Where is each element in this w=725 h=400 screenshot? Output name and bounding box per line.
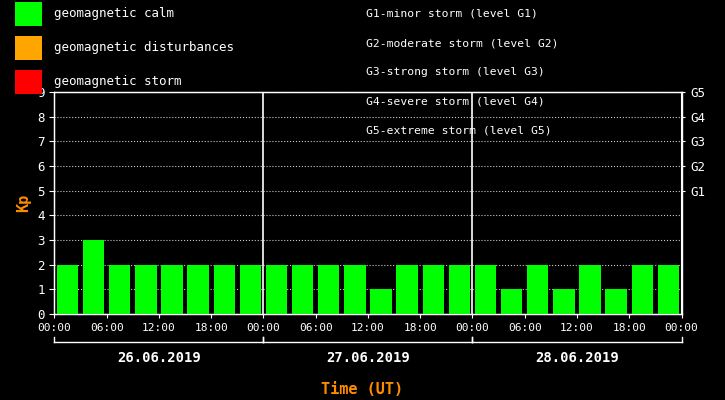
- Y-axis label: Kp: Kp: [17, 194, 32, 212]
- Bar: [423, 265, 444, 314]
- Bar: [579, 265, 601, 314]
- Text: geomagnetic calm: geomagnetic calm: [54, 8, 175, 20]
- Bar: [240, 265, 261, 314]
- Text: Time (UT): Time (UT): [321, 382, 404, 398]
- Text: G1-minor storm (level G1): G1-minor storm (level G1): [366, 9, 538, 19]
- Bar: [631, 265, 653, 314]
- Bar: [187, 265, 209, 314]
- Bar: [109, 265, 130, 314]
- Bar: [605, 289, 627, 314]
- Text: G2-moderate storm (level G2): G2-moderate storm (level G2): [366, 38, 559, 48]
- Bar: [397, 265, 418, 314]
- Bar: [292, 265, 313, 314]
- Text: geomagnetic disturbances: geomagnetic disturbances: [54, 42, 234, 54]
- Bar: [213, 265, 235, 314]
- Text: 28.06.2019: 28.06.2019: [535, 351, 619, 365]
- Text: geomagnetic storm: geomagnetic storm: [54, 76, 182, 88]
- Bar: [344, 265, 365, 314]
- Text: G3-strong storm (level G3): G3-strong storm (level G3): [366, 68, 545, 78]
- Bar: [370, 289, 392, 314]
- Bar: [553, 289, 575, 314]
- Bar: [83, 240, 104, 314]
- Text: G4-severe storm (level G4): G4-severe storm (level G4): [366, 97, 545, 107]
- Bar: [161, 265, 183, 314]
- Bar: [658, 265, 679, 314]
- Bar: [318, 265, 339, 314]
- Text: G5-extreme storm (level G5): G5-extreme storm (level G5): [366, 126, 552, 136]
- Bar: [449, 265, 470, 314]
- Text: 26.06.2019: 26.06.2019: [117, 351, 201, 365]
- Bar: [135, 265, 157, 314]
- Text: 27.06.2019: 27.06.2019: [326, 351, 410, 365]
- Bar: [266, 265, 287, 314]
- Bar: [527, 265, 549, 314]
- Bar: [501, 289, 523, 314]
- Bar: [57, 265, 78, 314]
- Bar: [475, 265, 496, 314]
